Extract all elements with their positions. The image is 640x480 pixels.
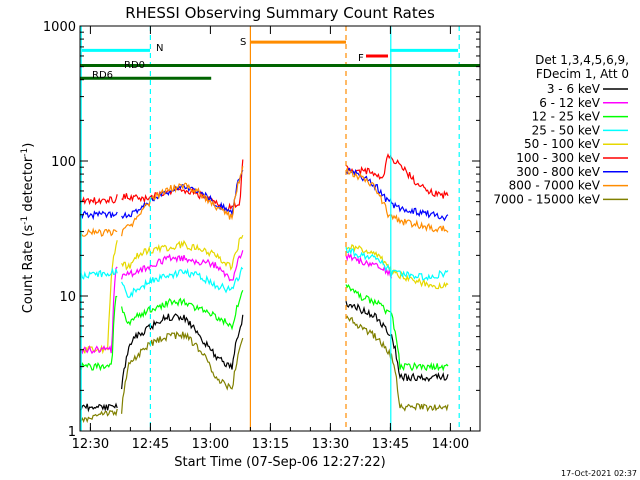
legend-label-8: 7000 - 15000 keV — [493, 192, 600, 206]
y-tick-label-0: 1 — [68, 425, 76, 440]
series-line-4-segment-2 — [345, 252, 393, 279]
legend-label-3: 25 - 50 keV — [532, 123, 601, 137]
timestamp: 17-Oct-2021 02:37 — [561, 469, 637, 478]
series-line-2-segment-0 — [79, 227, 118, 238]
legend-label-2: 12 - 25 keV — [532, 110, 601, 124]
series-line-4-segment-0 — [79, 266, 118, 355]
series-line-7-segment-1 — [121, 313, 244, 390]
flag-rd6-label: RD6 — [92, 70, 113, 81]
y-axis-label-sup1: -1 — [20, 216, 30, 225]
legend-label-4: 50 - 100 keV — [524, 137, 601, 151]
series-line-7-segment-0 — [79, 402, 118, 413]
x-tick-label-1: 12:45 — [132, 437, 169, 452]
flag-s-label: S — [240, 37, 246, 48]
series-line-5-segment-0 — [79, 267, 118, 280]
series-line-2-segment-1 — [121, 166, 244, 237]
flag-f-label: F — [358, 53, 364, 64]
x-tick-label-2: 13:00 — [192, 437, 229, 452]
series-line-2-segment-2 — [345, 166, 449, 233]
x-axis-label: Start Time (07-Sep-06 12:27:22) — [174, 455, 385, 470]
flag-n-label: N — [156, 43, 163, 54]
series-line-3-segment-1 — [121, 234, 244, 271]
y-axis-label-end: ) — [21, 143, 36, 148]
y-axis-label-mid: detector — [21, 156, 36, 216]
x-tick-label-0: 12:30 — [72, 437, 109, 452]
series-line-0-segment-0 — [79, 194, 118, 206]
legend-label-6: 300 - 800 keV — [516, 165, 600, 179]
series-line-8-segment-0 — [79, 408, 118, 424]
y-tick-label-3: 1000 — [43, 20, 76, 35]
series-line-6-segment-1 — [121, 290, 244, 331]
y-axis-ticks: 1 10 100 1000 — [43, 20, 480, 440]
x-tick-label-3: 13:15 — [252, 437, 289, 452]
series-line-8-segment-2 — [345, 315, 449, 413]
flag-rd0-label: RD0 — [124, 60, 145, 71]
series-line-7-segment-2 — [345, 301, 449, 383]
series-line-4-segment-1 — [121, 250, 244, 282]
series-layer — [79, 152, 449, 424]
legend-label-7: 800 - 7000 keV — [509, 179, 601, 193]
x-tick-label-5: 13:45 — [372, 437, 409, 452]
y-tick-label-1: 10 — [59, 290, 76, 305]
series-line-6-segment-0 — [79, 295, 118, 372]
legend-label-1: 6 - 12 keV — [539, 96, 601, 110]
x-tick-label-4: 13:30 — [312, 437, 349, 452]
legend-label-5: 100 - 300 keV — [516, 151, 600, 165]
y-axis-label-main: Count Rate (s — [21, 225, 36, 314]
series-line-5-segment-1 — [121, 266, 244, 299]
series-line-0-segment-2 — [345, 152, 449, 199]
chart-title: RHESSI Observing Summary Count Rates — [125, 4, 435, 22]
y-axis-label-sup2: -1 — [20, 148, 30, 157]
legend-header-1: Det 1,3,4,5,6,9, — [535, 53, 629, 67]
legend-header-2: FDecim 1, Att 0 — [536, 67, 629, 81]
series-line-1-segment-0 — [79, 210, 118, 221]
series-line-1-segment-2 — [345, 167, 449, 222]
series-line-3-segment-0 — [79, 240, 118, 355]
series-line-6-segment-2 — [345, 284, 449, 372]
x-axis-ticks: 12:30 12:45 13:00 13:15 13:30 13:45 14:00 — [72, 26, 471, 452]
y-tick-label-2: 100 — [51, 155, 76, 170]
plot-frame — [79, 25, 481, 432]
series-line-1-segment-1 — [121, 169, 244, 220]
x-tick-label-6: 14:00 — [432, 437, 469, 452]
series-line-8-segment-1 — [121, 330, 244, 414]
y-axis-label: Count Rate (s-1 detector-1) — [20, 143, 36, 314]
legend-label-0: 3 - 6 keV — [547, 82, 601, 96]
series-line-5-segment-2 — [345, 246, 449, 282]
series-line-3-segment-2 — [345, 244, 449, 290]
flag-layer: N RD0 RD6 S F — [80, 26, 480, 431]
